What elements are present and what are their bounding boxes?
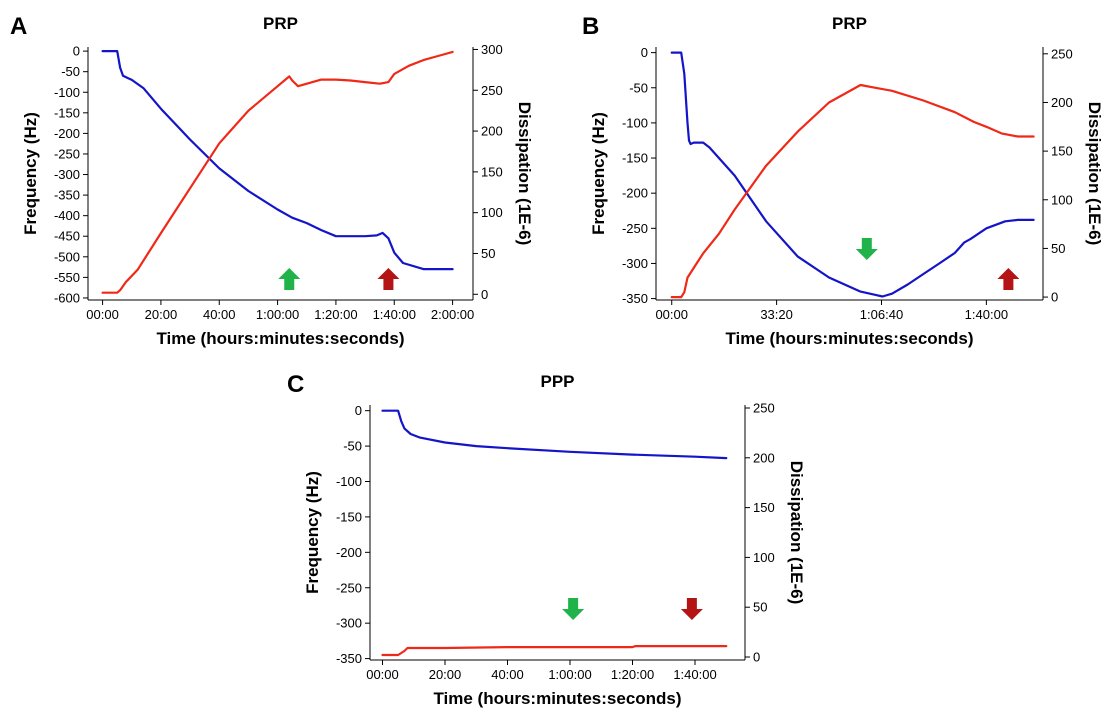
y-tick-label: -300: [54, 167, 80, 182]
y-axis-title: Frequency (Hz): [303, 471, 322, 594]
x-tick-label: 00:00: [655, 307, 688, 322]
y2-tick-label: 100: [481, 205, 503, 220]
x-tick-label: 40:00: [491, 667, 524, 682]
red-arrow-up-marker: [377, 268, 400, 290]
x-tick-label: 20:00: [145, 307, 178, 322]
red-arrow-up-marker: [997, 268, 1020, 290]
panel-b: B PRP 0 -50 -100 -150 -200 -250 -300 -350 0 50 100 15…: [582, 13, 1104, 348]
y2-axis-title: Dissipation (1E-6): [515, 102, 534, 246]
green-arrow-down-marker: [855, 238, 878, 260]
y-tick-label: -350: [336, 651, 362, 666]
y-tick-label: -250: [622, 221, 648, 236]
green-arrow-down-marker: [562, 598, 585, 620]
x-tick-label: 1:40:00: [373, 307, 416, 322]
y-tick-label: -300: [622, 256, 648, 271]
y-tick-label: 0: [355, 403, 362, 418]
x-tick-label: 1:40:00: [673, 667, 716, 682]
x-tick-label: 1:00:00: [548, 667, 591, 682]
x-tick-label: 1:20:00: [611, 667, 654, 682]
y-tick-label: -350: [54, 188, 80, 203]
y-tick-label: -100: [54, 85, 80, 100]
x-axis-title: Time (hours:minutes:seconds): [156, 329, 404, 348]
x-tick-label: 00:00: [366, 667, 399, 682]
y-tick-label: -200: [622, 186, 648, 201]
y2-tick-label: 250: [481, 83, 503, 98]
x-tick-label: 1:06:40: [860, 307, 903, 322]
x-tick-label: 40:00: [203, 307, 236, 322]
y2-tick-label: 100: [753, 550, 775, 565]
dissipation-series-line: [101, 50, 454, 294]
x-tick-label: 33:20: [760, 307, 793, 322]
y-tick-label: -150: [54, 105, 80, 120]
frequency-series-line: [670, 51, 1035, 298]
y-tick-label: -350: [622, 291, 648, 306]
y2-tick-label: 250: [753, 400, 775, 415]
panel-c: C PPP 0 -50 -100 -150 -200 -250 -300 -350 0 50 100 15…: [287, 371, 806, 708]
y-tick-label: -550: [54, 270, 80, 285]
y2-tick-label: 100: [1051, 192, 1073, 207]
y-tick-label: -300: [336, 616, 362, 631]
x-tick-label: 20:00: [429, 667, 462, 682]
y-tick-label: -50: [343, 439, 362, 454]
chart-title: PRP: [263, 14, 298, 33]
y2-tick-label: 0: [1051, 290, 1058, 305]
y-tick-label: -600: [54, 290, 80, 305]
y-tick-label: -500: [54, 249, 80, 264]
panel-a: A PRP 0 -50 -100 -150 -200 -250 -300 -350 -400 -450…: [10, 13, 534, 348]
y2-tick-label: 200: [481, 124, 503, 139]
frequency-series-line: [381, 409, 728, 460]
y-tick-label: -100: [622, 115, 648, 130]
y2-tick-label: 200: [1051, 95, 1073, 110]
y2-tick-label: 200: [753, 450, 775, 465]
frequency-series-line: [101, 49, 454, 271]
y2-axis-title: Dissipation (1E-6): [1085, 102, 1104, 246]
x-tick-label: 1:00:00: [256, 307, 299, 322]
y-tick-label: -450: [54, 229, 80, 244]
chart-title: PRP: [832, 14, 867, 33]
y2-tick-label: 0: [753, 650, 760, 665]
y2-tick-label: 150: [753, 500, 775, 515]
y-axis-title: Frequency (Hz): [589, 112, 608, 235]
y-tick-label: 0: [73, 44, 80, 59]
y-axis-title: Frequency (Hz): [21, 112, 40, 235]
dissipation-series-line: [670, 83, 1035, 299]
x-tick-label: 00:00: [86, 307, 119, 322]
x-tick-label: 1:20:00: [314, 307, 357, 322]
y-tick-label: 0: [641, 45, 648, 60]
y2-tick-label: 0: [481, 287, 488, 302]
y2-tick-label: 250: [1051, 46, 1073, 61]
y-tick-label: -150: [336, 509, 362, 524]
y-tick-label: -50: [61, 64, 80, 79]
panel-letter: B: [582, 13, 599, 40]
panel-letter: A: [10, 13, 27, 40]
y-tick-label: -150: [622, 151, 648, 166]
y-tick-label: -200: [336, 545, 362, 560]
y-tick-label: -100: [336, 474, 362, 489]
chart-title: PPP: [540, 372, 574, 391]
y2-axis-title: Dissipation (1E-6): [787, 461, 806, 605]
y2-tick-label: 50: [481, 246, 495, 261]
y2-tick-label: 50: [1051, 241, 1065, 256]
y2-tick-label: 50: [753, 600, 767, 615]
red-arrow-down-marker: [680, 598, 703, 620]
dissipation-series-line: [381, 644, 728, 657]
x-tick-label: 2:00:00: [431, 307, 474, 322]
y-tick-label: -400: [54, 208, 80, 223]
x-axis-title: Time (hours:minutes:seconds): [433, 689, 681, 708]
y2-tick-label: 150: [481, 164, 503, 179]
y2-tick-label: 300: [481, 42, 503, 57]
green-arrow-up-marker: [278, 268, 301, 290]
y-tick-label: -200: [54, 126, 80, 141]
y2-tick-label: 150: [1051, 144, 1073, 159]
y-tick-label: -50: [629, 80, 648, 95]
panel-letter: C: [287, 371, 304, 398]
y-tick-label: -250: [54, 146, 80, 161]
x-axis-title: Time (hours:minutes:seconds): [725, 329, 973, 348]
y-tick-label: -250: [336, 580, 362, 595]
x-tick-label: 1:40:00: [965, 307, 1008, 322]
